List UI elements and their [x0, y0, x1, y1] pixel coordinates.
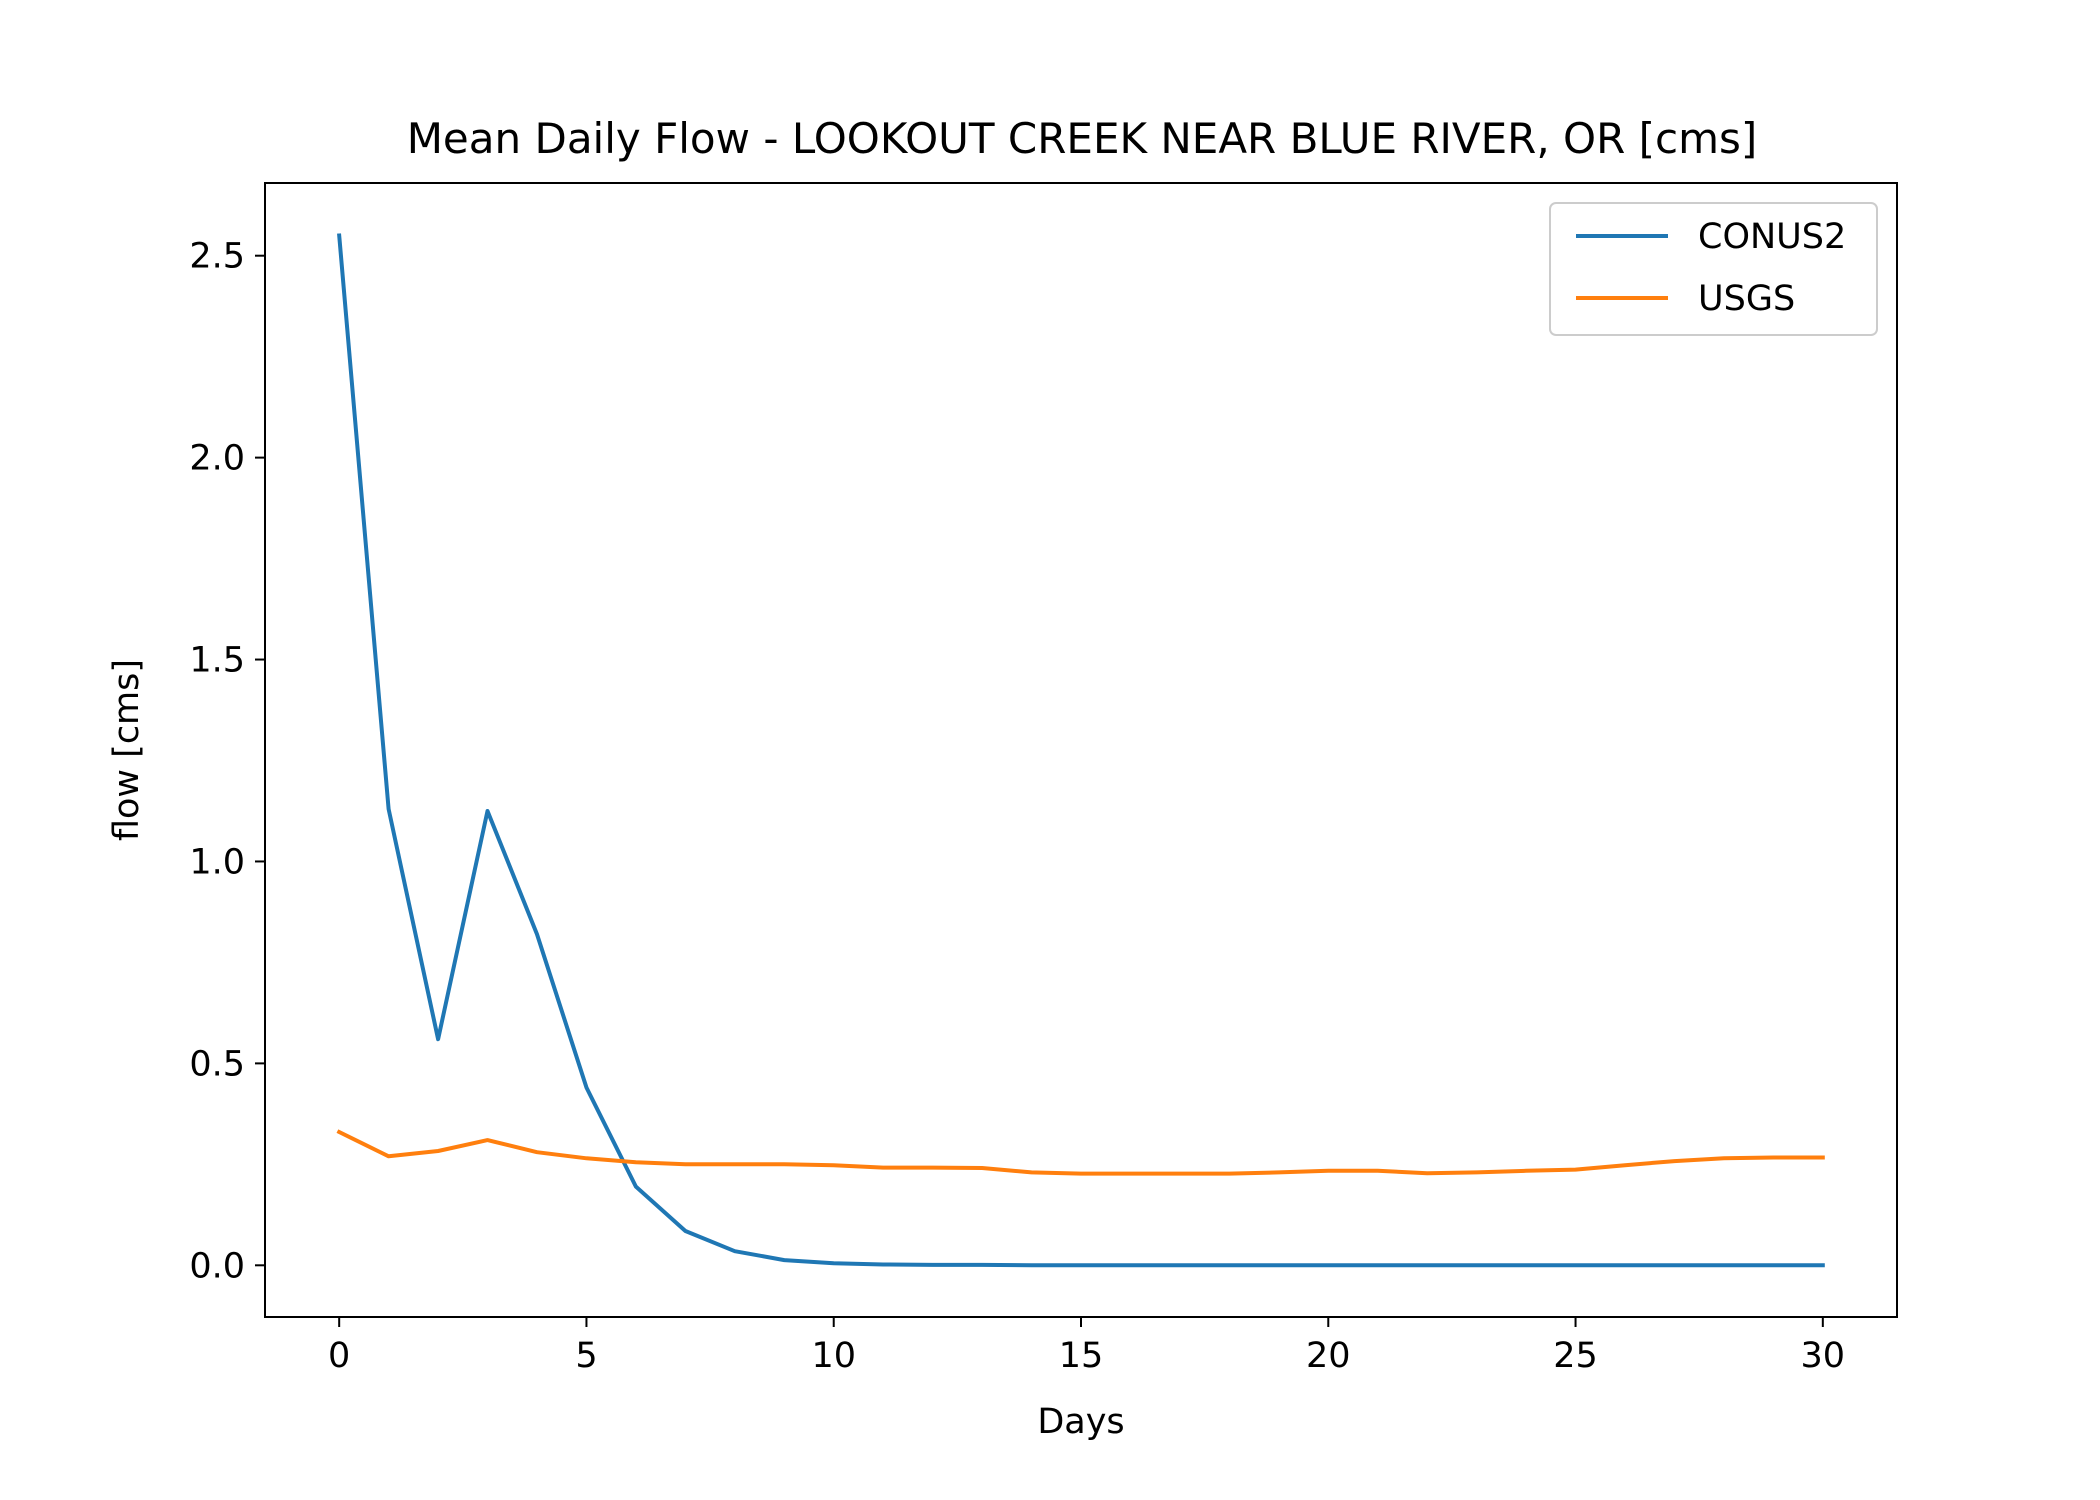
x-tick-label: 25 [1553, 1336, 1598, 1376]
y-axis-label: flow [cms] [107, 659, 147, 841]
y-tick-label: 1.5 [189, 641, 245, 681]
y-axis: 0.0 0.5 1.0 1.5 2.0 2.5 [189, 237, 265, 1286]
series-layer [336, 233, 1825, 1268]
series-line-conus2 [337, 233, 1825, 1268]
x-tick-label: 0 [328, 1336, 350, 1376]
legend: CONUS2 USGS [1549, 202, 1878, 336]
x-axis: 0 5 10 15 20 25 30 [328, 1317, 1845, 1376]
x-axis-label: Days [1037, 1402, 1124, 1442]
x-tick-label: 5 [575, 1336, 597, 1376]
x-tick-label: 15 [1059, 1336, 1104, 1376]
y-tick-label: 1.0 [189, 842, 245, 882]
y-tick-label: 2.0 [189, 439, 245, 479]
y-tick-label: 0.5 [189, 1044, 245, 1084]
x-tick-label: 10 [811, 1336, 856, 1376]
legend-entries: CONUS2 USGS [1576, 217, 1846, 319]
legend-label-usgs: USGS [1698, 279, 1795, 319]
x-tick-label: 20 [1306, 1336, 1351, 1376]
y-tick-label: 2.5 [189, 237, 245, 277]
chart-title: Mean Daily Flow - LOOKOUT CREEK NEAR BLU… [407, 114, 1758, 163]
y-tick-label: 0.0 [189, 1246, 245, 1286]
series-line-usgs [336, 1129, 1825, 1176]
legend-label-conus2: CONUS2 [1698, 217, 1846, 257]
x-tick-label: 30 [1801, 1336, 1846, 1376]
